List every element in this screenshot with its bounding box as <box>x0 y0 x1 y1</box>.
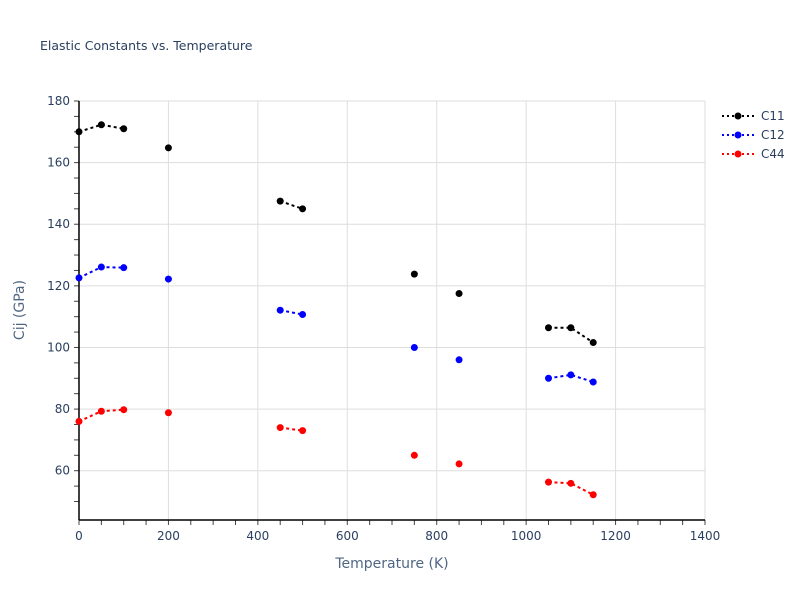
data-point[interactable] <box>75 417 83 425</box>
y-tick-label: 100 <box>47 340 70 354</box>
data-point[interactable] <box>589 339 597 347</box>
chart-title: Elastic Constants vs. Temperature <box>40 38 253 53</box>
data-point[interactable] <box>75 128 83 136</box>
legend-c12-swatch-icon <box>722 131 754 138</box>
y-tick-label: 80 <box>55 402 70 416</box>
data-point[interactable] <box>455 460 463 468</box>
y-tick-label: 160 <box>47 156 70 170</box>
y-tick-label: 60 <box>55 464 70 478</box>
data-point[interactable] <box>589 491 597 499</box>
y-tick-label: 120 <box>47 279 70 293</box>
data-point[interactable] <box>120 125 128 133</box>
legend-label: C12 <box>761 127 785 142</box>
legend-item-c44[interactable]: C44 <box>720 144 785 163</box>
data-series <box>75 121 597 499</box>
data-point[interactable] <box>164 144 172 152</box>
data-point[interactable] <box>276 197 284 205</box>
legend-item-c11[interactable]: C11 <box>720 106 785 125</box>
data-point[interactable] <box>299 427 307 435</box>
y-axis-title: Cij (GPa) <box>12 280 28 340</box>
legend-c44-swatch-icon <box>722 150 754 157</box>
x-tick-label: 600 <box>336 529 359 543</box>
legend-label: C44 <box>761 146 785 161</box>
gridlines <box>79 100 706 520</box>
axes: 0 200 400 600 800 1000 1200 1400 60 80 100 120 140 16… <box>47 94 720 543</box>
data-point[interactable] <box>299 311 307 319</box>
data-point[interactable] <box>276 424 284 432</box>
legend: C11 C12 C44 <box>720 106 785 163</box>
x-tick-label: 1400 <box>690 529 721 543</box>
x-tick-label: 400 <box>246 529 269 543</box>
data-point[interactable] <box>97 407 105 415</box>
data-point[interactable] <box>75 274 83 282</box>
data-point[interactable] <box>410 270 418 278</box>
data-point[interactable] <box>567 324 575 332</box>
data-point[interactable] <box>120 406 128 414</box>
data-point[interactable] <box>567 371 575 379</box>
data-point[interactable] <box>164 409 172 417</box>
x-tick-label: 200 <box>157 529 180 543</box>
data-point[interactable] <box>410 451 418 459</box>
data-point[interactable] <box>276 306 284 314</box>
legend-item-c12[interactable]: C12 <box>720 125 785 144</box>
data-point[interactable] <box>299 205 307 213</box>
data-point[interactable] <box>97 263 105 271</box>
data-point[interactable] <box>589 378 597 386</box>
data-point[interactable] <box>455 290 463 298</box>
x-tick-label: 1200 <box>600 529 631 543</box>
x-axis-title: Temperature (K) <box>334 556 448 572</box>
x-tick-label: 1000 <box>511 529 542 543</box>
data-point[interactable] <box>545 374 552 382</box>
data-point[interactable] <box>164 275 172 283</box>
y-tick-label: 140 <box>47 217 70 231</box>
data-point[interactable] <box>97 121 105 129</box>
data-point[interactable] <box>545 478 552 486</box>
data-point[interactable] <box>545 324 552 332</box>
legend-label: C11 <box>761 108 785 123</box>
y-tick-label: 180 <box>47 94 70 108</box>
legend-c11-swatch-icon <box>722 112 754 119</box>
data-point[interactable] <box>455 356 463 364</box>
data-point[interactable] <box>567 479 575 487</box>
data-point[interactable] <box>120 264 128 272</box>
x-tick-label: 800 <box>425 529 448 543</box>
x-tick-label: 0 <box>75 529 83 543</box>
data-point[interactable] <box>410 343 418 351</box>
